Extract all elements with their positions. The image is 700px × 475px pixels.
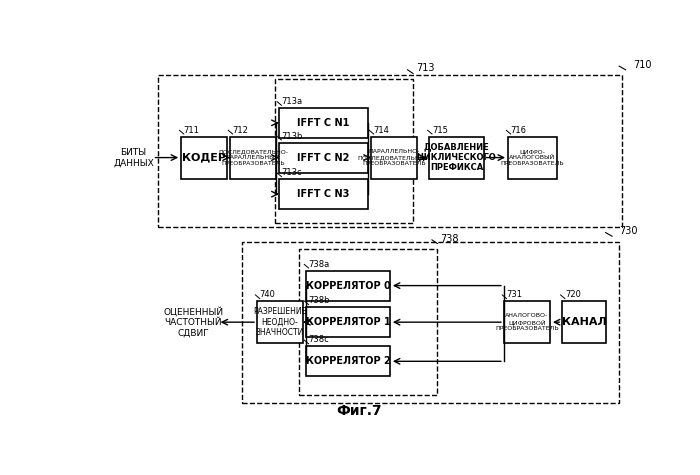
Text: БИТЫ
ДАННЫХ: БИТЫ ДАННЫХ — [113, 148, 154, 167]
Text: КОДЕР: КОДЕР — [182, 152, 226, 162]
Text: 731: 731 — [507, 290, 523, 299]
Bar — [230, 136, 276, 179]
Text: 738a: 738a — [309, 260, 330, 269]
Text: 716: 716 — [510, 126, 526, 135]
Bar — [504, 301, 550, 343]
Text: 715: 715 — [432, 126, 448, 135]
Text: 713b: 713b — [281, 132, 303, 141]
Bar — [279, 179, 368, 209]
Bar — [158, 76, 622, 227]
Bar — [429, 136, 484, 179]
Bar — [562, 301, 606, 343]
Text: 738c: 738c — [309, 335, 329, 344]
Text: 712: 712 — [232, 126, 248, 135]
Text: 710: 710 — [633, 60, 651, 70]
Text: 720: 720 — [565, 290, 581, 299]
Text: 713c: 713c — [281, 168, 302, 177]
Text: 711: 711 — [184, 126, 199, 135]
Text: РАЗРЕШЕНИЕ
НЕОДНО-
ЗНАЧНОСТИ: РАЗРЕШЕНИЕ НЕОДНО- ЗНАЧНОСТИ — [253, 307, 307, 337]
Text: ОЦЕНЕННЫЙ
ЧАСТОТНЫЙ
СДВИГ: ОЦЕНЕННЫЙ ЧАСТОТНЫЙ СДВИГ — [163, 307, 223, 338]
Text: 738: 738 — [440, 234, 458, 244]
Text: 740: 740 — [260, 290, 276, 299]
Text: КАНАЛ: КАНАЛ — [561, 317, 606, 327]
Bar — [371, 136, 417, 179]
Bar — [508, 136, 556, 179]
Bar — [306, 307, 390, 337]
Bar — [299, 249, 438, 395]
Text: ПОСЛЕДОВАТЕЛЬНО-
ПАРАЛЛЕЛЬНЫЙ
ПРЕОБРАЗОВАТЕЛЬ: ПОСЛЕДОВАТЕЛЬНО- ПАРАЛЛЕЛЬНЫЙ ПРЕОБРАЗОВ… — [218, 149, 288, 166]
Bar — [274, 79, 413, 223]
Text: КОРРЕЛЯТОР 0: КОРРЕЛЯТОР 0 — [305, 281, 391, 291]
Text: АНАЛОГОВО-
ЦИФРОВОЙ
ПРЕОБРАЗОВАТЕЛЬ: АНАЛОГОВО- ЦИФРОВОЙ ПРЕОБРАЗОВАТЕЛЬ — [495, 314, 559, 331]
Text: 738b: 738b — [309, 296, 330, 305]
Text: КОРРЕЛЯТОР 2: КОРРЕЛЯТОР 2 — [305, 356, 391, 366]
Bar — [279, 108, 368, 138]
Bar — [306, 271, 390, 301]
Text: 713: 713 — [416, 64, 434, 74]
Bar — [181, 136, 228, 179]
Text: ПАРАЛЛЕЛЬНО-
ПОСЛЕДОВАТЕЛЬНЫЙ
ПРЕОБРАЗОВАТЕЛЬ: ПАРАЛЛЕЛЬНО- ПОСЛЕДОВАТЕЛЬНЫЙ ПРЕОБРАЗОВ… — [358, 149, 430, 166]
Bar — [242, 242, 619, 403]
Text: IFFT С N2: IFFT С N2 — [298, 152, 350, 162]
Bar — [257, 301, 303, 343]
Text: IFFT С N1: IFFT С N1 — [298, 118, 350, 128]
Text: 730: 730 — [620, 226, 638, 236]
Bar — [279, 142, 368, 172]
Text: 714: 714 — [374, 126, 389, 135]
Text: ЦИФРО-
АНАЛОГОВЫЙ
ПРЕОБРАЗОВАТЕЛЬ: ЦИФРО- АНАЛОГОВЫЙ ПРЕОБРАЗОВАТЕЛЬ — [500, 149, 564, 166]
Text: КОРРЕЛЯТОР 1: КОРРЕЛЯТОР 1 — [305, 317, 391, 327]
Text: Фиг.7: Фиг.7 — [336, 404, 382, 418]
Text: IFFT С N3: IFFT С N3 — [298, 189, 350, 199]
Text: 713a: 713a — [281, 97, 302, 106]
Text: ДОБАВЛЕНИЕ
ЦИКЛИЧЕСКОГО
ПРЕФИКСА: ДОБАВЛЕНИЕ ЦИКЛИЧЕСКОГО ПРЕФИКСА — [416, 142, 496, 172]
Bar — [306, 346, 390, 376]
